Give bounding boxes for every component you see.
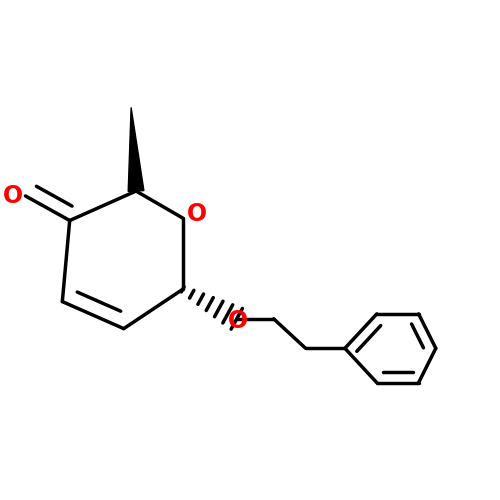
- Text: O: O: [3, 184, 23, 208]
- Polygon shape: [128, 108, 144, 192]
- Text: O: O: [186, 202, 206, 226]
- Text: O: O: [228, 310, 248, 334]
